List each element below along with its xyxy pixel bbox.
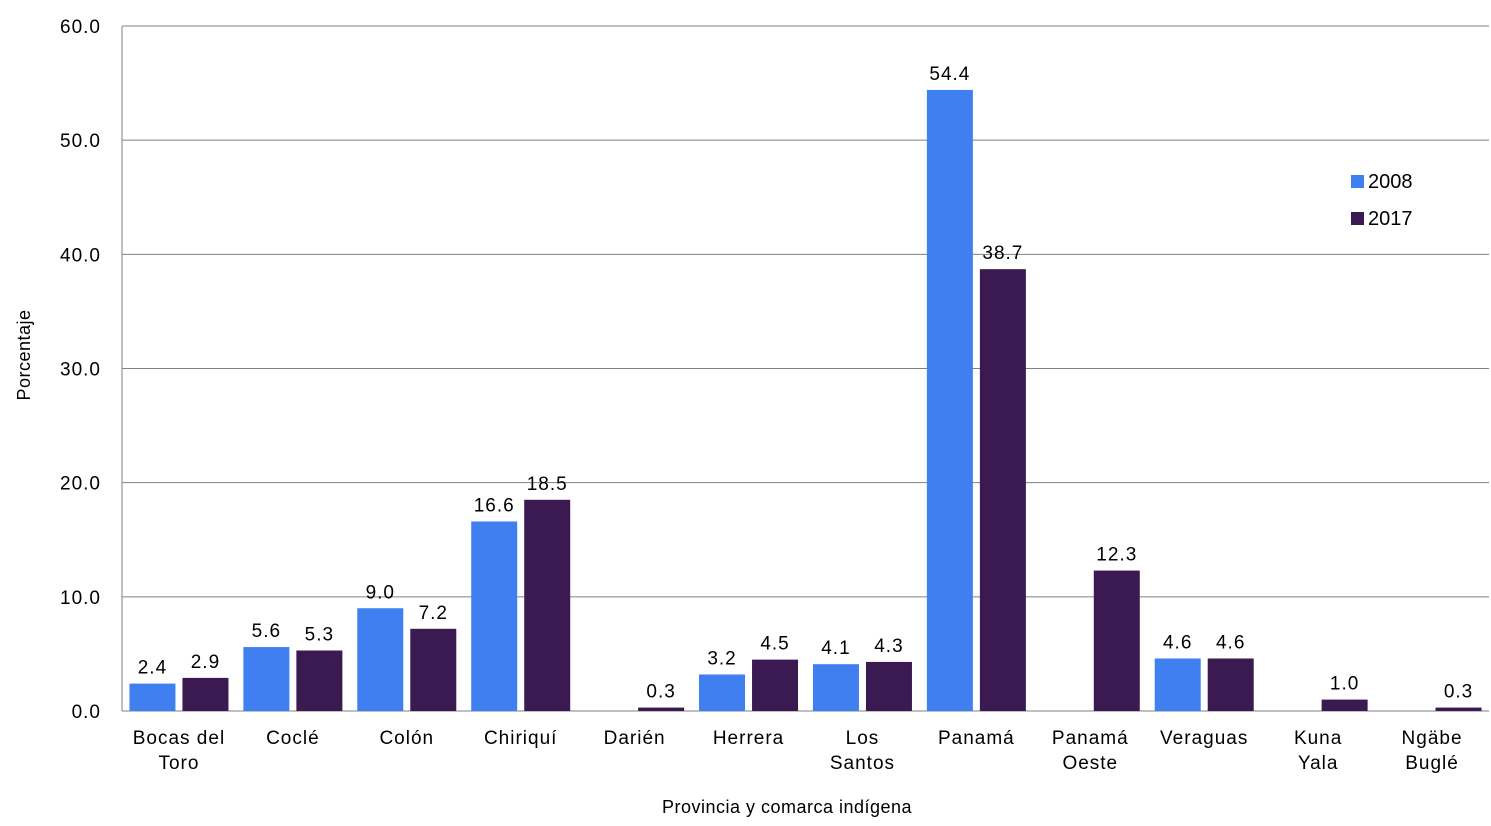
x-axis-title: Provincia y comarca indígena <box>662 797 913 817</box>
data-label: 4.5 <box>760 634 789 655</box>
data-label: 16.6 <box>474 495 515 516</box>
legend-label: 2008 <box>1368 171 1413 193</box>
x-tick-label: Panamá <box>938 728 1015 749</box>
gridlines <box>121 25 1489 712</box>
x-tick-label: Bocas del Toro <box>133 728 225 774</box>
data-label: 5.6 <box>252 621 281 642</box>
bar-2008 <box>357 608 404 711</box>
data-label: 2.9 <box>191 652 220 673</box>
y-axis-ticks: 0.0 10.0 20.0 30.0 40.0 50.0 60.0 <box>60 17 101 723</box>
data-label: 4.6 <box>1163 632 1192 653</box>
bar-2008 <box>926 89 973 711</box>
y-tick-label: 50.0 <box>60 131 101 152</box>
x-tick-label: Herrera <box>713 728 784 749</box>
x-tick-label: Coclé <box>266 728 320 749</box>
data-label: 5.3 <box>305 624 334 645</box>
y-axis-title: Porcentaje <box>14 309 34 400</box>
x-tick-label: Chiriquí <box>484 728 557 749</box>
data-label: 38.7 <box>982 243 1023 264</box>
data-label: 4.6 <box>1216 632 1245 653</box>
bar-2017 <box>1321 699 1368 711</box>
bar-2017 <box>752 659 799 711</box>
x-tick-label: Darién <box>604 728 666 749</box>
bar-2017 <box>1207 658 1254 711</box>
bar-2017 <box>1435 707 1482 711</box>
legend-swatch <box>1351 212 1364 225</box>
legend-swatch <box>1351 175 1364 188</box>
data-label: 9.0 <box>366 582 395 603</box>
bar-2017 <box>410 628 457 711</box>
x-tick-label: Colón <box>379 728 434 749</box>
bar-2017 <box>182 677 229 711</box>
data-labels: 2.4 2.9 5.6 5.3 9.0 7.2 16.6 18.5 0.3 3.2 4.5 4.1 4.… <box>138 64 1473 703</box>
x-tick-label: Panamá Oeste <box>1052 728 1129 774</box>
y-tick-label: 10.0 <box>60 588 101 609</box>
data-label: 12.3 <box>1096 545 1137 566</box>
x-tick-label: Los Santos <box>830 728 895 774</box>
data-label: 4.1 <box>821 638 850 659</box>
data-label: 3.2 <box>707 648 736 669</box>
data-label: 7.2 <box>419 603 448 624</box>
bar-2008 <box>699 674 746 711</box>
bar-2008 <box>129 683 176 711</box>
legend: 2008 2017 <box>1351 171 1413 230</box>
bar-2008 <box>471 521 518 711</box>
data-label: 54.4 <box>929 64 970 85</box>
y-tick-label: 40.0 <box>60 245 101 266</box>
y-tick-label: 20.0 <box>60 474 101 495</box>
x-tick-label: Veraguas <box>1160 728 1248 749</box>
y-tick-label: 0.0 <box>72 702 101 723</box>
bar-2008 <box>1154 658 1201 711</box>
bar-2008 <box>812 664 859 711</box>
bar-2017 <box>979 269 1026 711</box>
bar-2017 <box>296 650 343 711</box>
data-label: 1.0 <box>1330 674 1359 695</box>
x-tick-label: Ngäbe Buglé <box>1402 728 1463 774</box>
data-label: 4.3 <box>874 636 903 657</box>
data-label: 0.3 <box>646 682 675 703</box>
y-tick-label: 60.0 <box>60 17 101 38</box>
bar-2017 <box>865 661 912 711</box>
bar-2017 <box>1093 570 1140 711</box>
legend-label: 2017 <box>1368 208 1413 230</box>
x-axis-categories: Bocas del Toro Coclé Colón Chiriquí Darién Her… <box>133 728 1463 774</box>
bar-2017 <box>524 499 571 711</box>
data-label: 0.3 <box>1444 682 1473 703</box>
data-label: 18.5 <box>527 474 568 495</box>
bar-2017 <box>638 707 685 711</box>
bar-2008 <box>243 647 290 711</box>
bars <box>129 89 1482 711</box>
data-label: 2.4 <box>138 658 167 679</box>
y-tick-label: 30.0 <box>60 360 101 381</box>
x-tick-label: Kuna Yala <box>1294 728 1342 774</box>
